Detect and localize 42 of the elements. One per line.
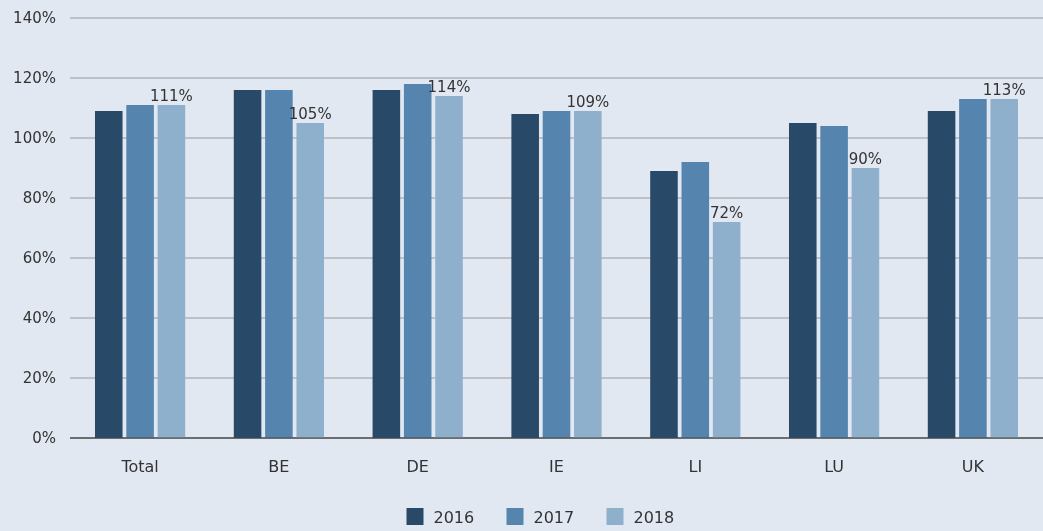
bar [820,126,848,438]
bar [959,99,987,438]
y-tick-label: 80% [22,189,56,207]
x-tick-label: Total [120,457,159,476]
data-label: 90% [848,150,883,168]
legend-label: 2016 [433,507,475,527]
x-tick-label: LI [688,457,703,476]
y-tick-label: 140% [13,9,56,27]
bar [712,222,741,438]
bar [94,111,123,438]
bar [650,171,678,438]
bar [788,123,817,438]
data-label: 109% [566,93,610,111]
legend-label: 2017 [533,507,575,527]
bar [157,105,186,438]
bar [511,114,539,438]
x-tick-label: IE [549,457,564,476]
x-tick-label: LU [824,457,845,476]
bar [927,111,956,438]
bar [296,123,325,438]
y-tick-label: 60% [22,249,56,267]
y-tick-label: 0% [32,429,56,447]
bar [126,105,154,438]
y-tick-label: 20% [22,369,56,387]
bar [372,90,401,438]
data-label: 113% [982,81,1026,99]
bar [542,111,571,438]
legend-label: 2018 [633,507,675,527]
bar [851,168,880,438]
bar [681,162,710,438]
x-tick-label: BE [268,457,290,476]
bar [435,96,463,438]
data-label: 72% [709,204,744,222]
bar [990,99,1019,438]
y-tick-label: 40% [22,309,56,327]
x-tick-label: DE [406,457,429,476]
y-tick-label: 100% [13,129,56,147]
y-tick-label: 120% [13,69,56,87]
bar [233,90,262,438]
data-label: 111% [149,87,193,105]
x-tick-label: UK [961,457,985,476]
bar [574,111,602,438]
